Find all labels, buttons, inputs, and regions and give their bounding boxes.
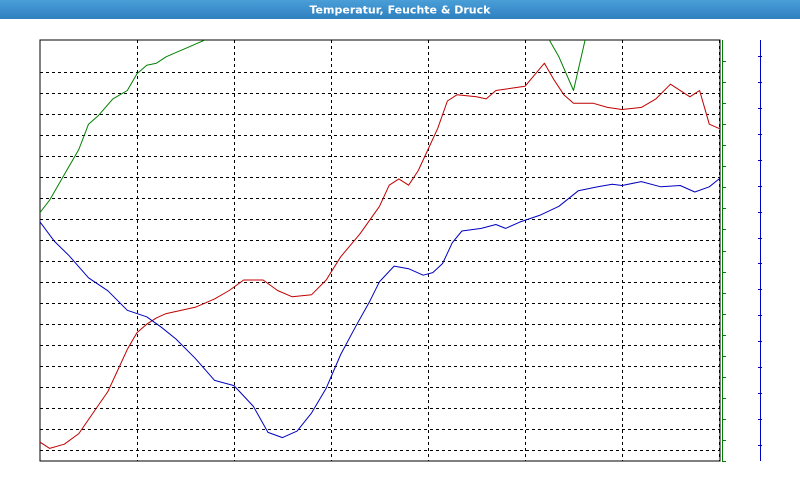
grid-layer: [39, 39, 721, 462]
pressure-series-line: [40, 177, 720, 439]
humidity-series-line: [777, 40, 800, 99]
humidity-series-line: [548, 40, 586, 91]
series-layer: [40, 40, 800, 449]
plot-frame: [39, 39, 721, 462]
humidity-series-line: [40, 40, 206, 213]
title-bar: [0, 0, 800, 19]
chart-title: Temperatur, Feuchte & Druck: [310, 4, 492, 17]
temperature-series-line: [40, 62, 720, 449]
axes-layer: [722, 40, 762, 462]
